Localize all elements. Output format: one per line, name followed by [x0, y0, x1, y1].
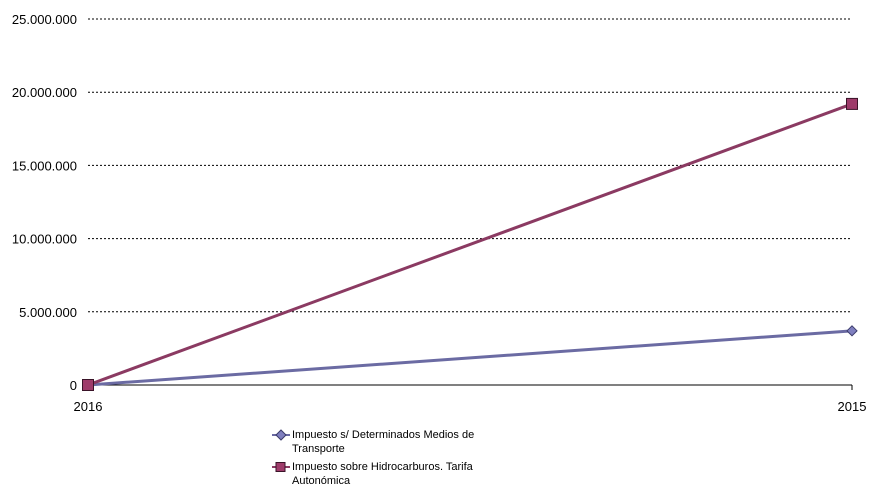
legend-item-hidrocarburos: Impuesto sobre Hidrocarburos. Tarifa Aut…: [272, 460, 512, 488]
x-tick-label: 2015: [838, 399, 867, 414]
data-point-diamond: [846, 325, 858, 337]
y-tick-label: 0: [70, 378, 77, 393]
gridlines: [88, 18, 852, 313]
square-marker-icon: [272, 462, 290, 472]
x-axis: [87, 384, 853, 390]
data-point-square: [82, 379, 94, 391]
x-tick-label: 2016: [74, 399, 103, 414]
series-markers: [82, 97, 858, 391]
series-lines: [87, 102, 853, 387]
legend-item-transporte: Impuesto s/ Determinados Medios de Trans…: [272, 428, 512, 456]
y-tick-label: 10.000.000: [12, 232, 77, 247]
data-point-square: [846, 97, 858, 110]
x-axis-ticks: 2016 2015: [74, 399, 867, 414]
y-tick-label: 15.000.000: [12, 158, 77, 173]
legend-label-transporte: Impuesto s/ Determinados Medios de Trans…: [292, 429, 475, 455]
series-line-0: [87, 329, 853, 387]
y-tick-label: 25.000.000: [12, 12, 77, 27]
diamond-marker-icon: [272, 429, 290, 441]
y-axis-ticks: 25.000.000 20.000.000 15.000.000 10.000.000…: [12, 12, 77, 393]
legend: Impuesto s/ Determinados Medios de Trans…: [272, 428, 512, 492]
y-tick-label: 5.000.000: [19, 305, 77, 320]
legend-label-hidrocarburos: Impuesto sobre Hidrocarburos. Tarifa Aut…: [292, 461, 473, 487]
y-tick-label: 20.000.000: [12, 85, 77, 100]
series-line-1: [87, 102, 853, 387]
